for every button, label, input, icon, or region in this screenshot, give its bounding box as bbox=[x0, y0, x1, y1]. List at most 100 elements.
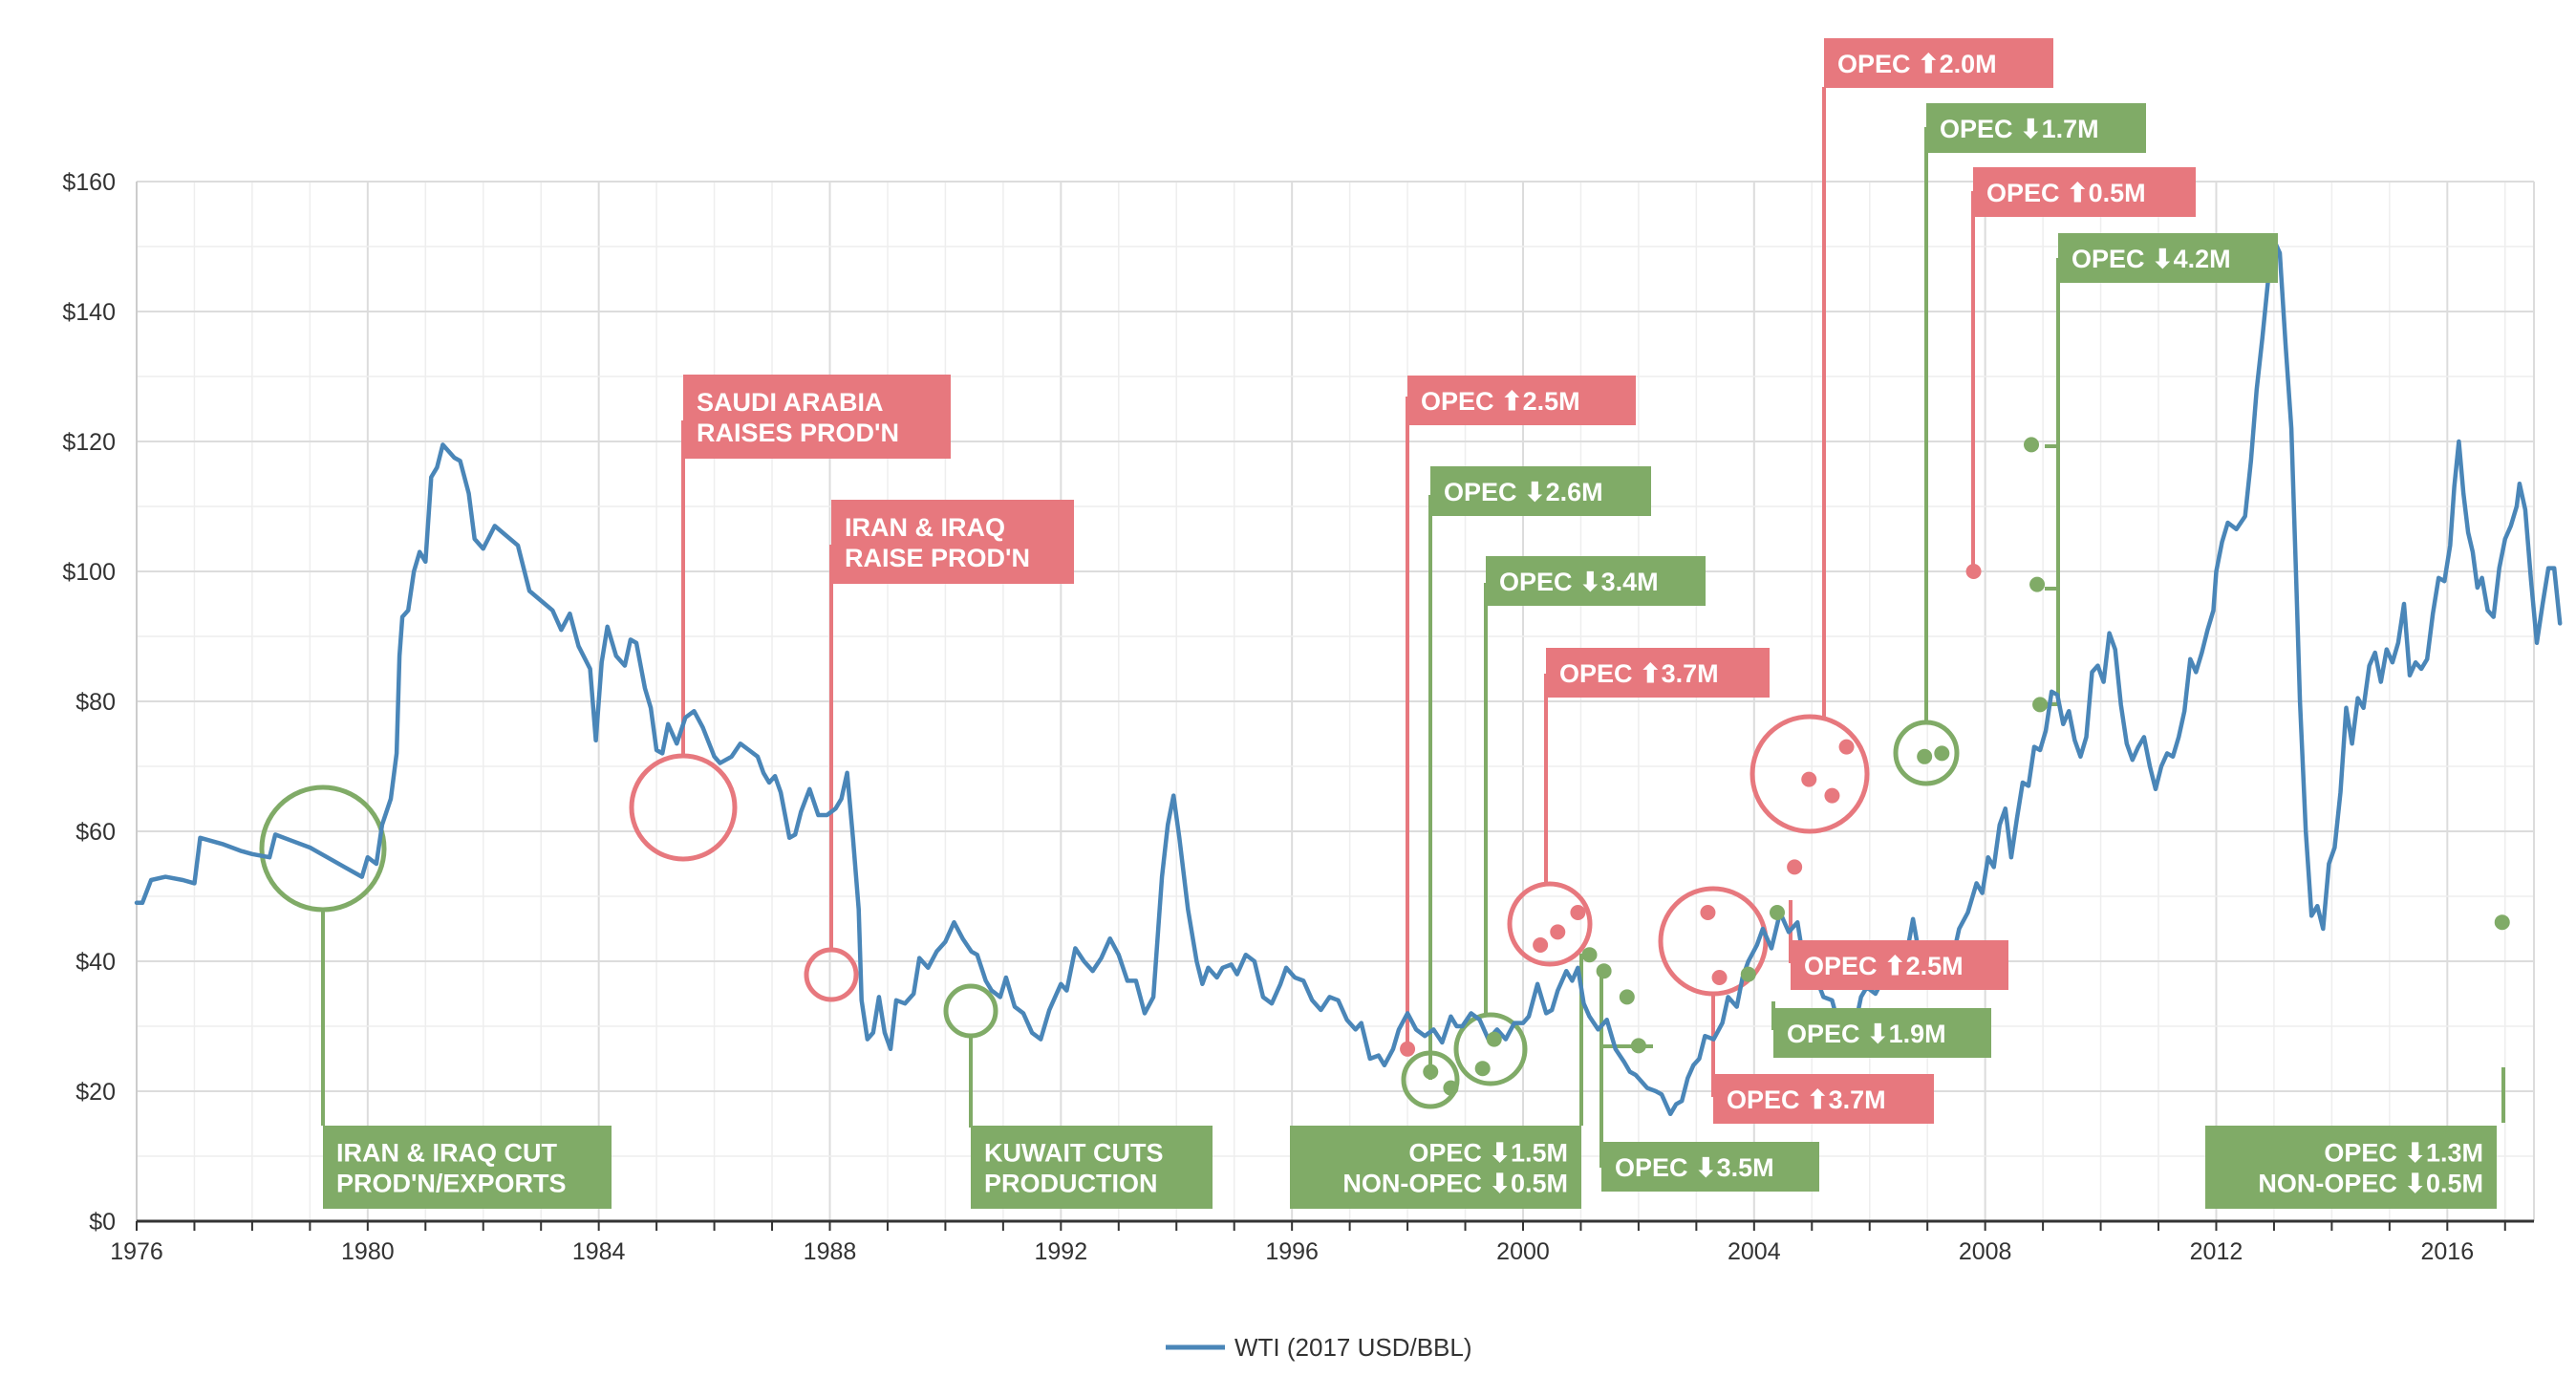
highlight-circle bbox=[943, 983, 998, 1039]
annotation-text: NON-OPEC ⬇0.5M bbox=[1342, 1170, 1568, 1198]
red-event-marker bbox=[1711, 970, 1728, 985]
annotation-text: OPEC ⬆3.7M bbox=[1727, 1085, 1886, 1114]
green-event-marker bbox=[2024, 437, 2040, 453]
red-event-marker bbox=[1801, 771, 1817, 787]
highlight-circle bbox=[804, 947, 859, 1002]
annotation-box bbox=[683, 375, 951, 459]
annotation-text: RAISES PROD'N bbox=[697, 419, 899, 447]
green-event-marker bbox=[1740, 966, 1756, 982]
annotation-box bbox=[1601, 1142, 1819, 1192]
y-tick-label: $120 bbox=[62, 429, 116, 456]
red-event-marker bbox=[1965, 564, 1982, 579]
annotation-box bbox=[1407, 376, 1636, 425]
annotation-text: PRODUCTION bbox=[984, 1170, 1158, 1198]
annotation-text: OPEC ⬇3.4M bbox=[1499, 568, 1659, 596]
annotation-text: OPEC ⬆3.7M bbox=[1559, 659, 1719, 688]
y-tick-label: $100 bbox=[62, 559, 116, 586]
green-event-marker bbox=[1596, 963, 1612, 979]
annotation-text: OPEC ⬆0.5M bbox=[1986, 179, 2146, 207]
annotation-box bbox=[2058, 233, 2278, 283]
legend-label: WTI (2017 USD/BBL) bbox=[1234, 1333, 1472, 1362]
annotation-opec-down-2-6: OPEC ⬇2.6M bbox=[1430, 466, 1651, 516]
red-event-marker bbox=[1700, 905, 1716, 920]
y-tick-label: $60 bbox=[75, 819, 116, 846]
annotation-box bbox=[2205, 1126, 2497, 1209]
annotation-text: OPEC ⬆2.5M bbox=[1804, 952, 1964, 980]
x-tick-label: 1976 bbox=[110, 1238, 163, 1265]
annotation-box bbox=[1713, 1074, 1934, 1124]
x-tick-label: 1980 bbox=[341, 1238, 395, 1265]
highlight-circle bbox=[1507, 881, 1593, 967]
x-tick-label: 1984 bbox=[572, 1238, 626, 1265]
highlight-circle bbox=[1401, 1050, 1460, 1109]
highlight-circle bbox=[1658, 886, 1769, 997]
y-tick-label: $0 bbox=[89, 1209, 116, 1236]
highlight-circle bbox=[629, 753, 738, 862]
annotation-opec-down-1-7: OPEC ⬇1.7M bbox=[1926, 103, 2146, 153]
green-event-marker bbox=[1619, 989, 1635, 1005]
green-event-marker bbox=[1423, 1064, 1439, 1080]
annotation-text: RAISE PROD'N bbox=[845, 544, 1030, 572]
x-tick-label: 1996 bbox=[1265, 1238, 1319, 1265]
annotation-box bbox=[1290, 1126, 1581, 1209]
annotation-opec-up-2-5-2004: OPEC ⬆2.5M bbox=[1791, 940, 2008, 990]
green-event-marker bbox=[1770, 905, 1786, 920]
annotation-opec-down-1-9: OPEC ⬇1.9M bbox=[1773, 1008, 1991, 1058]
x-tick-label: 2016 bbox=[2421, 1238, 2475, 1265]
annotation-box bbox=[1430, 466, 1651, 516]
highlight-circle bbox=[1893, 720, 1960, 786]
highlight-circle bbox=[259, 784, 387, 913]
green-event-marker bbox=[1934, 745, 1950, 762]
annotation-box bbox=[1773, 1008, 1991, 1058]
green-event-marker bbox=[1630, 1038, 1646, 1054]
annotation-text: OPEC ⬇3.5M bbox=[1615, 1153, 1774, 1182]
x-tick-label: 1988 bbox=[804, 1238, 857, 1265]
green-event-marker bbox=[2494, 914, 2510, 931]
annotation-box bbox=[1791, 940, 2008, 990]
annotation-text: OPEC ⬇1.3M bbox=[2324, 1139, 2483, 1168]
x-tick-label: 2012 bbox=[2190, 1238, 2243, 1265]
y-tick-label: $140 bbox=[62, 299, 116, 326]
annotation-text: NON-OPEC ⬇0.5M bbox=[2258, 1170, 2483, 1198]
annotation-box bbox=[1973, 167, 2196, 217]
x-axis-ticks: 1976 1980 1984 1988 1992 1996 2000 2004 2008 2012… bbox=[110, 1221, 2506, 1265]
annotation-box bbox=[831, 500, 1074, 584]
annotation-text: SAUDI ARABIA bbox=[697, 388, 884, 417]
y-tick-label: $160 bbox=[62, 169, 116, 196]
red-event-marker bbox=[1550, 924, 1566, 940]
annotation-box bbox=[1824, 38, 2053, 88]
annotation-text: OPEC ⬆2.5M bbox=[1421, 387, 1580, 416]
x-tick-label: 2008 bbox=[1959, 1238, 2012, 1265]
green-event-marker bbox=[1443, 1080, 1459, 1096]
annotation-text: IRAN & IRAQ bbox=[845, 513, 1005, 542]
y-tick-label: $40 bbox=[75, 949, 116, 976]
annotation-opec-down-3-5: OPEC ⬇3.5M bbox=[1601, 1142, 1819, 1192]
green-event-marker bbox=[1917, 748, 1933, 764]
legend[interactable]: WTI (2017 USD/BBL) bbox=[1166, 1333, 1472, 1362]
gridlines bbox=[136, 181, 2535, 1223]
red-event-marker bbox=[1787, 859, 1803, 875]
x-tick-label: 2004 bbox=[1728, 1238, 1781, 1265]
red-event-marker bbox=[1400, 1041, 1416, 1057]
annotation-box bbox=[1486, 556, 1706, 606]
highlight-circle bbox=[1453, 1012, 1528, 1086]
annotation-opec-down-4-2: OPEC ⬇4.2M bbox=[2058, 233, 2278, 283]
annotation-box bbox=[323, 1126, 612, 1209]
annotation-box bbox=[1926, 103, 2146, 153]
annotation-opec-up-2-0: OPEC ⬆2.0M bbox=[1824, 38, 2053, 88]
annotation-circles bbox=[259, 714, 1960, 1109]
event-markers bbox=[1400, 437, 2510, 1096]
annotation-text: IRAN & IRAQ CUT bbox=[336, 1139, 557, 1168]
annotation-opec-up-2-5-1998: OPEC ⬆2.5M bbox=[1407, 376, 1636, 425]
annotation-opec-up-3-7-2000: OPEC ⬆3.7M bbox=[1546, 648, 1770, 698]
red-event-marker bbox=[1838, 739, 1855, 755]
annotation-text: OPEC ⬇1.7M bbox=[1940, 115, 2099, 143]
y-axis-ticks: $0 $20 $40 $60 $80 $100 $120 $140 $160 bbox=[62, 169, 116, 1236]
